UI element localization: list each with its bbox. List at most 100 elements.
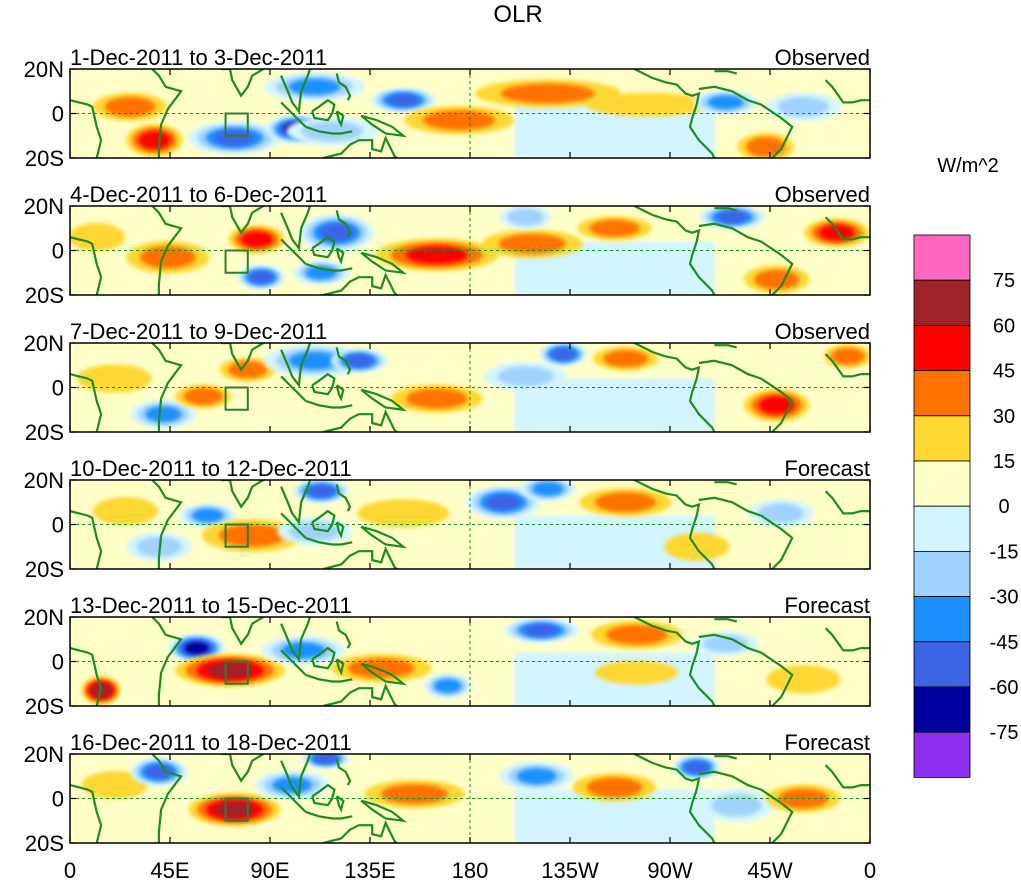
coastline bbox=[305, 810, 353, 820]
anomaly-contour bbox=[92, 497, 159, 526]
y-tick-label: 20S bbox=[25, 694, 64, 719]
coastline bbox=[335, 210, 352, 238]
coastline bbox=[305, 262, 353, 272]
panel-2: 20N 0 20S 4-Dec-2011 to 6-Dec-2011 Observed bbox=[24, 182, 871, 308]
colorbar-swatch bbox=[913, 324, 971, 371]
anomaly-contour bbox=[214, 130, 255, 146]
colorbar-level-label: -60 bbox=[990, 677, 1019, 699]
coastline bbox=[714, 207, 737, 212]
anomaly-contour bbox=[70, 223, 125, 252]
reference-box bbox=[224, 797, 249, 822]
coastline bbox=[221, 206, 264, 235]
coastline bbox=[824, 764, 870, 789]
panel-5: 20N 0 20S 13-Dec-2011 to 15-Dec-2011 Forecas… bbox=[24, 593, 871, 719]
panel-period-label: 7-Dec-2011 to 9-Dec-2011 bbox=[70, 319, 327, 344]
anomaly-contour bbox=[758, 503, 804, 524]
x-tick-label: 0 bbox=[64, 858, 76, 883]
anomaly-contour bbox=[138, 131, 171, 150]
panel-type-label: Forecast bbox=[784, 456, 870, 481]
coastline bbox=[70, 373, 103, 432]
colorbar-level-label: 60 bbox=[993, 315, 1015, 337]
y-tick-label: 20S bbox=[25, 146, 64, 171]
anomaly-contour bbox=[301, 121, 363, 142]
coastline bbox=[221, 343, 264, 372]
coastline bbox=[824, 216, 870, 241]
anomaly-contour bbox=[345, 354, 373, 367]
coastline bbox=[688, 652, 716, 706]
anomaly-contour bbox=[716, 211, 748, 224]
coastline bbox=[221, 69, 264, 98]
reference-box bbox=[224, 249, 249, 274]
coastline bbox=[70, 784, 103, 843]
colorbar-swatch bbox=[913, 234, 971, 281]
y-tick-label: 20N bbox=[24, 742, 64, 767]
panel-type-label: Forecast bbox=[784, 730, 870, 755]
y-tick-label: 0 bbox=[52, 102, 64, 127]
anomaly-contour bbox=[766, 665, 841, 694]
anomaly-contour bbox=[745, 137, 786, 157]
coastline bbox=[824, 490, 870, 515]
coastline bbox=[311, 98, 336, 122]
colorbar-swatch bbox=[913, 460, 971, 507]
anomaly-contour bbox=[406, 388, 468, 409]
coastline bbox=[335, 484, 352, 512]
colorbar-swatch bbox=[913, 415, 971, 462]
anomaly-contour bbox=[684, 761, 709, 774]
colorbar-level-label: -75 bbox=[990, 722, 1019, 744]
coastline bbox=[323, 272, 398, 295]
colorbar-swatch bbox=[913, 731, 971, 778]
y-tick-label: 20S bbox=[25, 557, 64, 582]
coastline bbox=[151, 343, 183, 432]
coastline bbox=[335, 384, 345, 402]
coastline bbox=[633, 754, 701, 790]
coastline bbox=[714, 70, 737, 75]
coastline bbox=[280, 69, 312, 115]
reference-box bbox=[224, 523, 249, 548]
coastline bbox=[305, 536, 353, 546]
panel-1: 20N 0 20S 1-Dec-2011 to 3-Dec-2011 Observed bbox=[24, 45, 871, 171]
coastline bbox=[305, 399, 353, 409]
anomaly-contour bbox=[497, 366, 554, 387]
panel-3: 20N 0 20S 7-Dec-2011 to 9-Dec-2011 Observed bbox=[24, 319, 871, 445]
coastline bbox=[335, 521, 345, 539]
anomaly-contour bbox=[206, 662, 254, 679]
panel-type-label: Observed bbox=[775, 319, 870, 344]
coastline bbox=[323, 409, 398, 432]
anomaly-contour bbox=[594, 492, 657, 513]
panel-period-label: 4-Dec-2011 to 6-Dec-2011 bbox=[70, 182, 327, 207]
anomaly-contour bbox=[586, 92, 710, 117]
anomaly-contour bbox=[422, 110, 495, 131]
coastline bbox=[151, 480, 183, 569]
anomaly-contour bbox=[758, 396, 795, 415]
y-tick-label: 20N bbox=[24, 331, 64, 356]
anomaly-contour bbox=[145, 406, 182, 423]
anomaly-contour bbox=[240, 231, 273, 248]
anomaly-contour bbox=[81, 771, 148, 800]
panel-type-label: Observed bbox=[775, 45, 870, 70]
coastline bbox=[70, 510, 103, 569]
anomaly-field bbox=[70, 343, 870, 432]
x-tick-label: 45W bbox=[747, 858, 792, 883]
coastline bbox=[698, 496, 794, 569]
anomaly-contour bbox=[313, 754, 338, 764]
anomaly-contour bbox=[603, 350, 648, 368]
colorbar-swatch bbox=[913, 551, 971, 598]
colorbar-swatch bbox=[913, 505, 971, 552]
coastline bbox=[633, 480, 701, 516]
y-tick-label: 0 bbox=[52, 376, 64, 401]
coastline bbox=[688, 104, 716, 158]
colorbar-level-label: 30 bbox=[993, 406, 1015, 428]
x-axis: 0 45E 90E 135E 180 135W 90W 45W 0 bbox=[64, 858, 876, 883]
coastline bbox=[360, 525, 408, 549]
coastline bbox=[688, 515, 716, 569]
panel-6: 20N 0 20S 16-Dec-2011 to 18-Dec-2011 Forecas… bbox=[24, 730, 871, 856]
anomaly-contour bbox=[500, 83, 595, 104]
coastline bbox=[698, 85, 794, 158]
y-tick-label: 0 bbox=[52, 787, 64, 812]
anomaly-field bbox=[70, 206, 870, 295]
coastline bbox=[323, 546, 398, 569]
coastline bbox=[280, 754, 312, 800]
coastline bbox=[151, 69, 183, 158]
anomaly-contour bbox=[307, 485, 335, 498]
